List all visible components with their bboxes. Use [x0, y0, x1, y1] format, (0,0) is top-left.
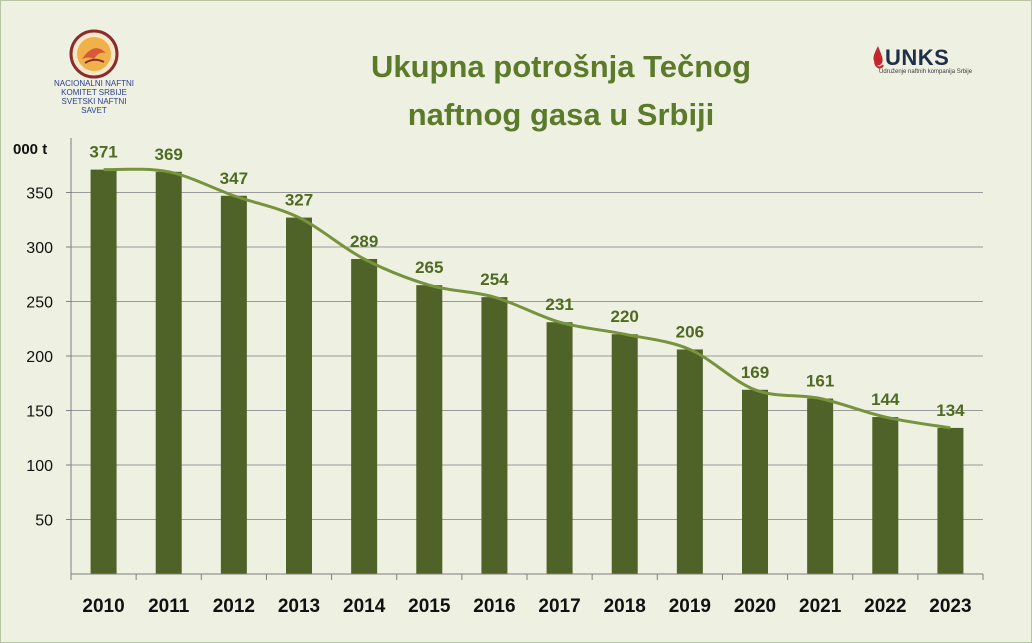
y-axis: 50 100 150 200 250 300 350	[26, 138, 72, 574]
nnk-line3: SVETSKI NAFTNI SAVET	[61, 97, 127, 115]
bar	[481, 297, 508, 574]
y-tick-label: 350	[26, 186, 53, 203]
bars	[90, 169, 964, 575]
x-tick-label: 2023	[929, 596, 971, 617]
title-line-1: Ukupna potrošnja Tečnog	[370, 49, 752, 84]
x-tick-label: 2010	[82, 596, 124, 617]
nnk-line1: NACIONALNI NAFTNI	[53, 79, 134, 88]
data-label: 369	[155, 145, 183, 164]
drop-logo-icon	[873, 46, 884, 69]
trend-line-path	[103, 167, 951, 430]
data-labels: 371 369 347 327 289 265 254 231 220 206 169 161 144 1…	[89, 143, 965, 420]
bar	[546, 322, 573, 574]
y-tick-label: 150	[26, 404, 53, 421]
data-label: 161	[806, 372, 834, 391]
x-tick-label: 2020	[734, 596, 776, 617]
data-label: 144	[871, 390, 900, 409]
y-tick-label: 100	[26, 458, 53, 475]
data-label: 327	[285, 191, 313, 210]
x-tick-label: 2014	[343, 596, 386, 617]
y-tick-label: 200	[26, 349, 53, 366]
nnk-logo: NACIONALNI NAFTNI KOMITET SRBIJE SVETSKI…	[49, 29, 139, 119]
unks-wordmark: UNKS	[885, 45, 950, 70]
y-tick-label: 300	[26, 240, 53, 257]
bar	[937, 427, 964, 574]
data-label: 265	[415, 258, 443, 277]
y-unit-label: 000 t	[13, 141, 47, 158]
data-label: 231	[545, 295, 573, 314]
trend-line	[103, 167, 951, 430]
x-tick-label: 2018	[604, 596, 646, 617]
bar	[872, 417, 899, 574]
y-tick-label: 50	[35, 513, 53, 530]
data-label: 289	[350, 232, 378, 251]
data-label: 169	[741, 363, 769, 382]
bar	[286, 217, 312, 574]
data-label: 347	[220, 169, 248, 188]
nnk-line2: KOMITET SRBIJE	[61, 88, 127, 97]
data-label: 220	[611, 307, 639, 326]
x-tick-label: 2021	[799, 596, 842, 617]
gridlines	[71, 192, 983, 520]
x-tick-label: 2011	[148, 596, 190, 617]
data-label: 206	[676, 322, 704, 341]
title-line-2: naftnog gasa u Srbiji	[407, 97, 715, 132]
x-axis: 2010 2011 2012 2013 2014 2015 2016 2017 2018 2019…	[70, 573, 984, 617]
x-tick-label: 2016	[473, 596, 515, 617]
x-tick-label: 2013	[278, 596, 320, 617]
x-tick-label: 2015	[408, 596, 451, 617]
bar	[611, 334, 638, 574]
bar	[676, 349, 703, 574]
data-label: 371	[89, 143, 117, 162]
data-label: 254	[480, 270, 509, 289]
unks-logo: UNKS Udruženje naftnih kompanija Srbije	[871, 45, 1001, 85]
x-tick-label: 2019	[669, 596, 711, 617]
x-tick-label: 2022	[864, 596, 906, 617]
unks-tagline: Udruženje naftnih kompanija Srbije	[879, 69, 973, 75]
bar	[220, 195, 247, 574]
flame-logo-icon	[69, 29, 119, 79]
bar	[416, 285, 443, 574]
data-label: 134	[936, 401, 965, 420]
y-tick-label: 250	[26, 295, 53, 312]
bar	[351, 258, 378, 574]
bar	[742, 389, 768, 574]
x-tick-label: 2017	[538, 596, 580, 617]
x-tick-label: 2012	[213, 596, 255, 617]
bar	[90, 169, 117, 575]
bar	[155, 171, 182, 575]
bar	[807, 398, 834, 574]
chart-title: Ukupna potrošnja Tečnog naftnog gasa u S…	[301, 43, 821, 139]
